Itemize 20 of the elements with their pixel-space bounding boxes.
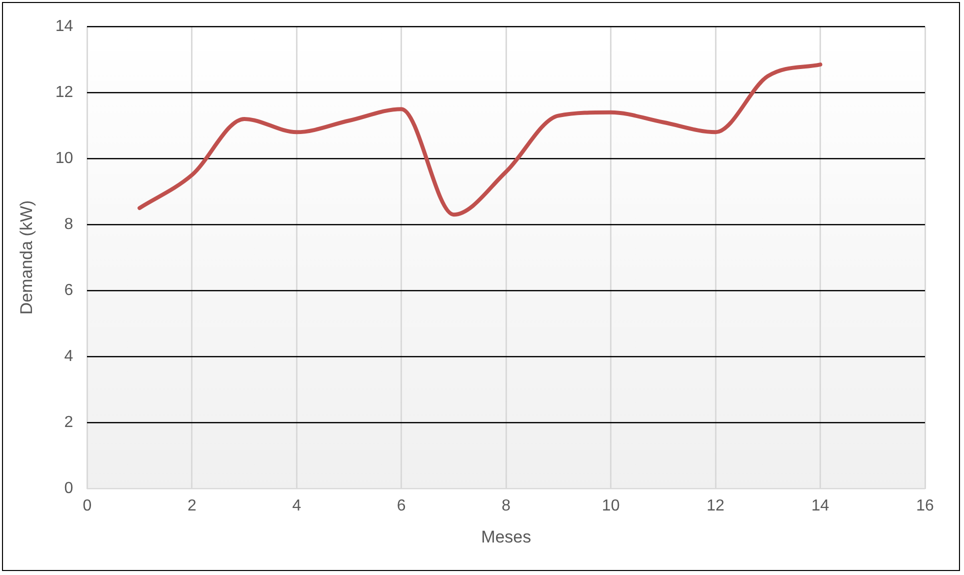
y-tick-label: 8 bbox=[64, 216, 74, 233]
y-tick-label: 0 bbox=[64, 480, 74, 497]
x-tick-label: 8 bbox=[502, 497, 511, 514]
y-tick-label: 12 bbox=[55, 84, 74, 101]
line-series bbox=[138, 62, 822, 217]
x-tick-label: 6 bbox=[396, 497, 406, 514]
x-tick-label: 10 bbox=[602, 497, 620, 514]
x-tick-label: 14 bbox=[811, 497, 830, 514]
x-tick-label: 2 bbox=[187, 497, 196, 514]
x-tick-label: 0 bbox=[82, 497, 92, 514]
y-tick-label: 10 bbox=[55, 150, 74, 167]
y-tick-label: 6 bbox=[64, 282, 74, 299]
x-tick-label: 12 bbox=[706, 497, 725, 514]
x-tick-label: 4 bbox=[292, 497, 302, 514]
y-tick-label: 4 bbox=[64, 348, 74, 365]
y-tick-label: 14 bbox=[55, 18, 74, 36]
x-axis-title: Meses bbox=[481, 527, 532, 546]
x-tick-label: 16 bbox=[916, 497, 934, 514]
y-tick-label: 2 bbox=[64, 414, 74, 431]
y-axis-title: Demanda (kW) bbox=[16, 200, 36, 315]
